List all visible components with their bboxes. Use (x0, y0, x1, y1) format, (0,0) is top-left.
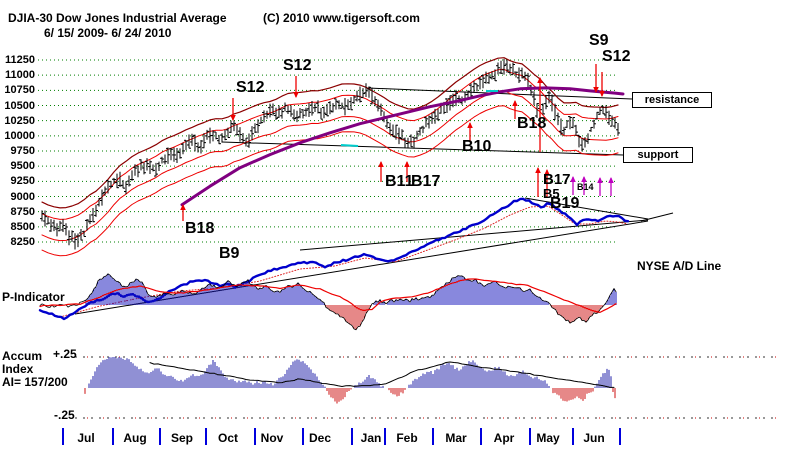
annotation-b9: B9 (219, 245, 240, 262)
annotation-b14: B14 (577, 182, 594, 192)
y-axis-label: 9000 (10, 190, 35, 203)
annotation-s12: S12 (602, 48, 631, 65)
annotation-b18: B18 (185, 220, 215, 237)
price-bars (40, 58, 620, 250)
accum-index (84, 357, 616, 404)
upper-level-label: +.25 (53, 347, 77, 361)
y-axis-label: 10000 (4, 129, 35, 142)
month-label-jan: Jan (360, 431, 382, 445)
purple-ma-line (180, 86, 625, 207)
y-axis-label: 10500 (4, 99, 35, 112)
y-axis-label: 8500 (10, 220, 35, 233)
ad-line-label: NYSE A/D Line (637, 259, 722, 273)
accum-label: Accum (2, 349, 43, 363)
support-box: support (623, 147, 693, 163)
month-label-jul: Jul (77, 431, 95, 445)
month-label-feb: Feb (396, 431, 418, 445)
annotation-s12: S12 (236, 79, 265, 96)
month-label-jun: Jun (583, 431, 605, 445)
month-label-may: May (536, 431, 560, 445)
y-axis-label: 9500 (10, 160, 35, 173)
month-label-nov: Nov (260, 431, 284, 445)
y-axis-label: 9250 (10, 175, 35, 188)
y-axis-label: 10250 (4, 114, 35, 127)
p-indicator-label: P-Indicator (2, 290, 65, 304)
annotation-s9: S9 (589, 32, 609, 49)
copyright-label: (C) 2010 www.tigersoft.com (263, 11, 420, 25)
y-axis-label: 10750 (4, 84, 35, 97)
y-axis-label: 9750 (10, 145, 35, 157)
month-label-dec: Dec (308, 431, 331, 445)
month-axis-ticks (62, 428, 621, 445)
month-label-sep: Sep (170, 431, 193, 445)
lower-level-label: -.25 (54, 408, 75, 422)
page-title: DJIA-30 Dow Jones Industrial Average (8, 11, 227, 25)
gridlines (38, 59, 778, 419)
annotation-b11: B11 (385, 173, 414, 190)
month-label-apr: Apr (493, 431, 515, 445)
annotation-b17: B17 (543, 171, 571, 188)
resistance-box: resistance (632, 92, 712, 108)
y-axis-label: 8750 (10, 205, 35, 218)
y-axis-label: 11000 (5, 69, 35, 82)
trendlines (74, 87, 674, 315)
signal-arrows (180, 64, 614, 221)
index-label: Index (2, 362, 34, 376)
annotation-b18: B18 (517, 115, 547, 132)
p-indicator (39, 273, 617, 331)
date-range-label: 6/ 15/ 2009- 6/ 24/ 2010 (44, 26, 172, 40)
ai-value-label: AI= 157/200 (2, 375, 68, 389)
annotation-b5: B5 (543, 186, 560, 201)
annotation-s12: S12 (283, 57, 312, 74)
annotation-b17: B17 (411, 173, 441, 190)
annotation-b10: B10 (462, 138, 492, 155)
y-axis-label: 11250 (5, 54, 35, 66)
y-axis-label: 8250 (10, 236, 35, 248)
price-bands (41, 57, 619, 257)
month-label-oct: Oct (217, 431, 238, 445)
month-label-mar: Mar (445, 431, 467, 445)
annotation-b19: B19 (550, 195, 580, 212)
cyan-segments (340, 90, 498, 147)
month-label-aug: Aug (123, 431, 147, 445)
